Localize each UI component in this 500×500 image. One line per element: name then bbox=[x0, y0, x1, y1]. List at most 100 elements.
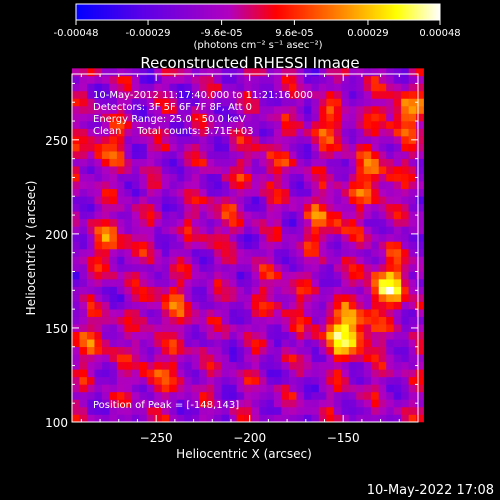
heatmap-cell bbox=[169, 151, 178, 159]
heatmap-cell bbox=[94, 241, 103, 250]
heatmap-cell bbox=[348, 346, 357, 355]
heatmap-cell bbox=[184, 173, 192, 182]
heatmap-cell bbox=[116, 105, 125, 114]
heatmap-cell bbox=[139, 105, 148, 114]
heatmap-cell bbox=[333, 226, 342, 235]
heatmap-cell bbox=[401, 90, 409, 99]
heatmap-cell bbox=[303, 128, 312, 137]
x-tick-label: −200 bbox=[233, 431, 266, 445]
heatmap-cell bbox=[86, 339, 95, 348]
heatmap-cell bbox=[206, 128, 215, 137]
heatmap-cell bbox=[124, 128, 133, 137]
heatmap-cell bbox=[169, 143, 178, 152]
heatmap-cell bbox=[393, 391, 402, 400]
heatmap-cell bbox=[251, 248, 260, 257]
heatmap-cell bbox=[371, 301, 380, 310]
heatmap-cell bbox=[86, 316, 95, 325]
heatmap-cell bbox=[244, 271, 252, 280]
heatmap-cell bbox=[221, 339, 230, 348]
heatmap-cell bbox=[259, 294, 267, 302]
heatmap-cell bbox=[221, 166, 230, 174]
heatmap-cell bbox=[318, 68, 327, 77]
heatmap-cell bbox=[311, 151, 320, 159]
heatmap-cell bbox=[146, 143, 155, 152]
heatmap-cell bbox=[393, 113, 402, 122]
heatmap-cell bbox=[318, 143, 327, 152]
heatmap-cell bbox=[131, 369, 140, 378]
heatmap-cell bbox=[386, 188, 394, 197]
heatmap-cell bbox=[386, 121, 394, 129]
heatmap-cell bbox=[416, 98, 424, 107]
heatmap-cell bbox=[236, 166, 245, 174]
heatmap-cell bbox=[326, 331, 335, 340]
heatmap-cell bbox=[109, 384, 118, 393]
heatmap-cell bbox=[363, 218, 372, 227]
heatmap-cell bbox=[236, 75, 245, 84]
heatmap-cell bbox=[206, 331, 215, 340]
colorbar-frame bbox=[75, 3, 441, 21]
heatmap-cell bbox=[206, 376, 215, 385]
heatmap-cell bbox=[244, 361, 252, 370]
heatmap-cell bbox=[333, 143, 342, 152]
heatmap-cell bbox=[214, 196, 222, 205]
heatmap-cell bbox=[72, 248, 80, 257]
heatmap-cell bbox=[393, 218, 402, 227]
heatmap-cell bbox=[288, 196, 297, 205]
heatmap-cell bbox=[326, 158, 335, 167]
heatmap-cell bbox=[386, 391, 394, 400]
heatmap-cell bbox=[341, 203, 350, 212]
heatmap-cell bbox=[139, 301, 148, 310]
heatmap-cell bbox=[318, 151, 327, 159]
heatmap-cell bbox=[363, 128, 372, 137]
heatmap-cell bbox=[169, 346, 178, 355]
heatmap-cell bbox=[199, 203, 207, 212]
heatmap-cell bbox=[206, 279, 215, 287]
heatmap-cell bbox=[86, 218, 95, 227]
heatmap-cell bbox=[251, 98, 260, 107]
heatmap-cell bbox=[259, 399, 267, 408]
heatmap-cell bbox=[356, 391, 365, 400]
heatmap-cell bbox=[341, 143, 350, 152]
heatmap-cell bbox=[139, 136, 148, 144]
heatmap-cell bbox=[259, 75, 267, 84]
heatmap-cell bbox=[386, 75, 394, 84]
heatmap-cell bbox=[94, 188, 103, 197]
heatmap-cell bbox=[273, 113, 282, 122]
heatmap-cell bbox=[206, 196, 215, 205]
heatmap-cell bbox=[408, 376, 417, 385]
heatmap-cell bbox=[401, 166, 409, 174]
heatmap-cell bbox=[251, 324, 260, 333]
heatmap-cell bbox=[184, 346, 192, 355]
heatmap-cell bbox=[131, 128, 140, 137]
heatmap-cell bbox=[116, 331, 125, 340]
heatmap-cell bbox=[386, 286, 394, 295]
heatmap-cell bbox=[236, 188, 245, 197]
heatmap-cell bbox=[109, 369, 118, 378]
heatmap-cell bbox=[386, 346, 394, 355]
heatmap-cell bbox=[206, 301, 215, 310]
heatmap-cell bbox=[281, 324, 290, 333]
heatmap-cell bbox=[131, 301, 140, 310]
heatmap-cell bbox=[318, 406, 327, 415]
heatmap-cell bbox=[296, 271, 305, 280]
heatmap-cell bbox=[79, 68, 88, 77]
heatmap-cell bbox=[146, 399, 155, 408]
heatmap-cell bbox=[393, 128, 402, 137]
heatmap-cell bbox=[176, 136, 185, 144]
heatmap-cell bbox=[191, 406, 200, 415]
heatmap-cell bbox=[124, 384, 133, 393]
heatmap-cell bbox=[176, 369, 185, 378]
heatmap-cell bbox=[116, 158, 125, 167]
heatmap-cell bbox=[371, 181, 380, 190]
heatmap-cell bbox=[318, 90, 327, 99]
heatmap-cell bbox=[288, 406, 297, 415]
heatmap-cell bbox=[266, 90, 275, 99]
heatmap-cell bbox=[86, 151, 95, 159]
heatmap-cell bbox=[86, 211, 95, 220]
heatmap-cell bbox=[169, 256, 178, 265]
heatmap-cell bbox=[348, 248, 357, 257]
heatmap-cell bbox=[191, 384, 200, 393]
heatmap-cell bbox=[281, 309, 290, 317]
heatmap-cell bbox=[318, 113, 327, 122]
heatmap-cell bbox=[378, 68, 387, 77]
